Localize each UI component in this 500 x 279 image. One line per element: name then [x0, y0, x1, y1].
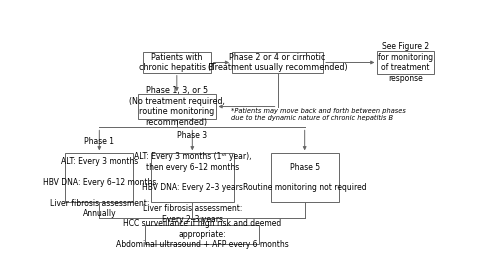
Text: *Patients may move back and forth between phases
due to the dynamic nature of ch: *Patients may move back and forth betwee…	[231, 107, 406, 121]
FancyBboxPatch shape	[66, 153, 133, 202]
FancyBboxPatch shape	[145, 225, 259, 244]
FancyBboxPatch shape	[143, 52, 210, 73]
Text: Phase 1, 3, or 5
(No treatment required,
routine monitoring
recommended): Phase 1, 3, or 5 (No treatment required,…	[129, 86, 225, 127]
Text: See Figure 2
for monitoring
of treatment
response: See Figure 2 for monitoring of treatment…	[378, 42, 433, 83]
FancyBboxPatch shape	[271, 153, 338, 202]
Text: Phase 2 or 4 or cirrhotic
(Treatment usually recommended): Phase 2 or 4 or cirrhotic (Treatment usu…	[208, 53, 348, 72]
FancyBboxPatch shape	[232, 52, 323, 73]
FancyBboxPatch shape	[378, 51, 434, 74]
Text: Phase 5

Routine monitoring not required: Phase 5 Routine monitoring not required	[243, 162, 366, 192]
Text: Patients with
chronic hepatitis B: Patients with chronic hepatitis B	[140, 53, 214, 72]
FancyBboxPatch shape	[150, 153, 234, 202]
FancyBboxPatch shape	[138, 94, 216, 119]
Text: HCC surveillance if high risk and deemed
appropriate:
Abdominal ultrasound + AFP: HCC surveillance if high risk and deemed…	[116, 220, 288, 249]
Text: Phase 1

ALT: Every 3 months

HBV DNA: Every 6–12 months

Liver fibrosis assessm: Phase 1 ALT: Every 3 months HBV DNA: Eve…	[42, 136, 156, 218]
Text: Phase 3

ALT: Every 3 months (1ˢᵗ year),
then every 6–12 months

HBV DNA: Every : Phase 3 ALT: Every 3 months (1ˢᵗ year), …	[134, 131, 251, 223]
